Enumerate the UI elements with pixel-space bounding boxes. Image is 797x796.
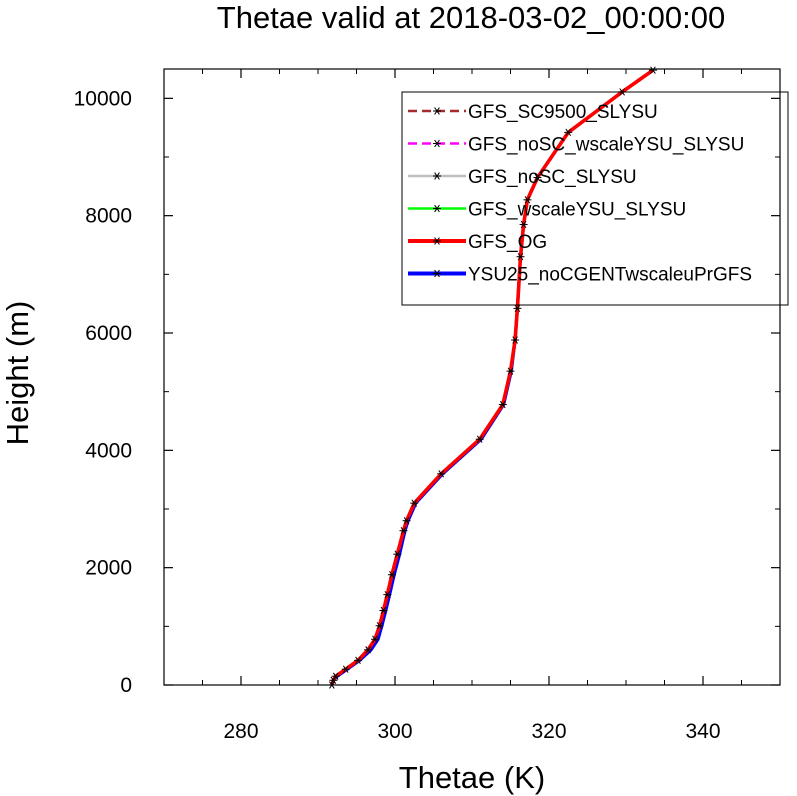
legend-label: GFS_wscaleYSU_SLYSU [468,200,686,221]
legend-label: GFS_OG [468,232,547,253]
data-point-marker [364,646,373,654]
legend-label: YSU25_noCGENTwscaleuPrGFS [468,265,752,286]
data-point-marker [533,173,542,182]
y-axis-label: Height (m) [0,301,35,446]
x-tick-label: 280 [223,720,258,743]
series-line-0 [330,69,654,686]
data-point-marker [506,367,515,375]
y-tick-label: 0 [120,674,132,697]
legend-marker [433,139,441,148]
legend-entry: GFS_noSC_SLYSU [408,167,637,188]
data-point-marker [399,527,408,535]
x-tick-label: 300 [377,720,412,743]
legend-marker [433,269,441,278]
data-point-marker [513,304,522,313]
legend-entry: YSU25_noCGENTwscaleuPrGFS [408,265,752,286]
data-point-marker [331,672,340,680]
axis-ticks: 280 300 320 340 0 2000 4000 6000 8000 10000 [74,69,781,743]
legend-label: GFS_noSC_wscaleYSU_SLYSU [468,135,744,156]
chart-title: Thetae valid at 2018-03-02_00:00:00 [217,0,725,35]
legend-entry: GFS_noSC_wscaleYSU_SLYSU [408,135,744,156]
y-tick-label: 10000 [74,87,132,110]
legend-entry: GFS_SC9500_SLYSU [408,102,658,123]
series-line-5 [330,68,655,686]
data-point-marker [648,66,657,74]
legend-box [401,91,789,306]
y-tick-label: 4000 [85,439,132,462]
data-point-marker [379,606,388,615]
x-tick-label: 320 [531,720,566,743]
series-line-4 [330,68,654,686]
y-tick-label: 8000 [85,205,132,228]
series-line-2 [330,69,654,686]
data-point-marker [437,470,446,478]
series-line-1 [330,69,654,686]
legend-marker [433,204,441,213]
data-point-marker [370,635,379,643]
data-point-marker [410,499,419,507]
y-tick-label: 2000 [85,557,132,580]
data-point-marker [383,590,392,599]
data-point-marker [354,656,363,665]
legend-marker [433,107,441,115]
data-point-marker [387,571,396,579]
data-point-marker [511,336,520,344]
data-point-marker [341,665,350,673]
y-tick-label: 6000 [85,322,132,345]
data-point-marker [516,253,525,261]
legend-entry: GFS_OG [408,232,547,253]
data-point-marker [375,622,384,630]
data-point-marker [564,128,573,137]
x-tick-label: 340 [685,720,720,743]
legend-entry: GFS_wscaleYSU_SLYSU [408,200,686,221]
data-point-marker [519,220,528,229]
data-point-marker [523,196,532,204]
series-line-3 [330,69,654,686]
legend-label: GFS_noSC_SLYSU [468,167,637,188]
legend-label: GFS_SC9500_SLYSU [468,102,658,123]
legend-marker [433,172,441,180]
data-point-marker [393,550,402,558]
x-axis-label: Thetae (K) [399,760,545,795]
data-point-marker [498,400,507,409]
data-point-marker [475,435,484,443]
series-layer [327,66,657,689]
legend: GFS_SC9500_SLYSU GFS_noSC_wscaleYSU_SLYSU… [401,91,789,306]
data-point-marker [402,517,411,525]
legend-marker [433,237,441,245]
plot-frame [163,68,781,686]
